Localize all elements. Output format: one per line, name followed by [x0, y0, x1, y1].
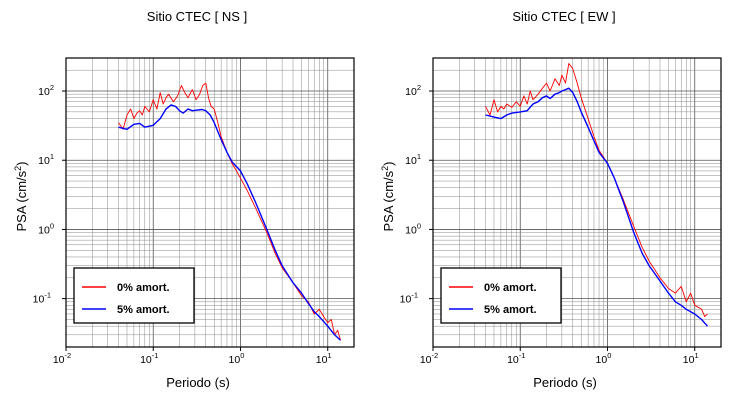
y-tick-exponent: 1	[417, 152, 421, 161]
x-tick-exponent: 0	[240, 351, 244, 360]
y-tick-label: 102	[405, 83, 421, 98]
plot-frame	[432, 57, 722, 348]
y-tick-label: 100	[405, 221, 421, 236]
y-tick-exponent: 0	[417, 221, 421, 230]
y-tick-exponent: 2	[50, 83, 54, 92]
x-tick-label: 10-1	[507, 351, 525, 366]
x-tick-label: 100	[229, 351, 245, 366]
x-tick-label: 101	[683, 351, 699, 366]
legend-label: 0% amort.	[484, 282, 537, 294]
y-tick-exponent: 1	[50, 152, 54, 161]
y-tick-label: 101	[405, 152, 421, 167]
series-line-undamped	[485, 63, 708, 318]
y-axis-label-superscript: 2	[380, 166, 390, 171]
legend: 0% amort. 5% amort.	[73, 267, 195, 324]
legend: 0% amort. 5% amort.	[440, 267, 562, 324]
legend-label: 5% amort.	[484, 304, 537, 316]
legend-label: 5% amort.	[117, 304, 170, 316]
x-tick-label: 10-1	[140, 351, 158, 366]
x-tick-exponent: 1	[694, 351, 698, 360]
x-tick-exponent: -2	[432, 351, 439, 360]
x-axis-label: Periodo (s)	[166, 375, 230, 390]
y-axis-label-part: )	[14, 161, 29, 165]
series-line-damped	[485, 87, 709, 327]
x-tick-label: 101	[316, 351, 332, 366]
x-tick-exponent: 0	[607, 351, 611, 360]
x-tick-exponent: -1	[152, 351, 159, 360]
y-tick-label: 10-1	[400, 291, 418, 306]
x-axis-label: Periodo (s)	[533, 375, 597, 390]
y-tick-label: 102	[38, 83, 54, 98]
legend-box	[73, 267, 195, 324]
y-tick-exponent: 2	[417, 83, 421, 92]
x-tick-label: 100	[596, 351, 612, 366]
chart-title: Sitio CTEC [ NS ]	[147, 9, 247, 24]
x-tick-exponent: -1	[519, 351, 526, 360]
y-tick-label: 10-1	[33, 291, 51, 306]
x-tick-exponent: -2	[65, 351, 72, 360]
legend-box	[440, 267, 562, 324]
x-tick-label: 10-2	[53, 351, 71, 366]
y-axis-label: PSA (cm/s2)	[380, 161, 396, 231]
series-line-damped	[118, 104, 341, 341]
y-axis-label-part: )	[381, 161, 396, 165]
chart-title: Sitio CTEC [ EW ]	[512, 9, 615, 24]
y-tick-label: 100	[38, 221, 54, 236]
plot-frame	[65, 57, 355, 348]
y-tick-exponent: -1	[44, 291, 51, 300]
y-tick-exponent: 0	[50, 221, 54, 230]
x-tick-label: 10-2	[420, 351, 438, 366]
y-axis-label-part: PSA (cm/s	[381, 170, 396, 231]
y-axis-label-superscript: 2	[13, 166, 23, 171]
y-tick-label: 101	[38, 152, 54, 167]
legend-label: 0% amort.	[117, 282, 170, 294]
y-axis-label-part: PSA (cm/s	[14, 170, 29, 231]
y-tick-exponent: -1	[411, 291, 418, 300]
x-tick-exponent: 1	[327, 351, 331, 360]
y-axis-label: PSA (cm/s2)	[13, 161, 29, 231]
